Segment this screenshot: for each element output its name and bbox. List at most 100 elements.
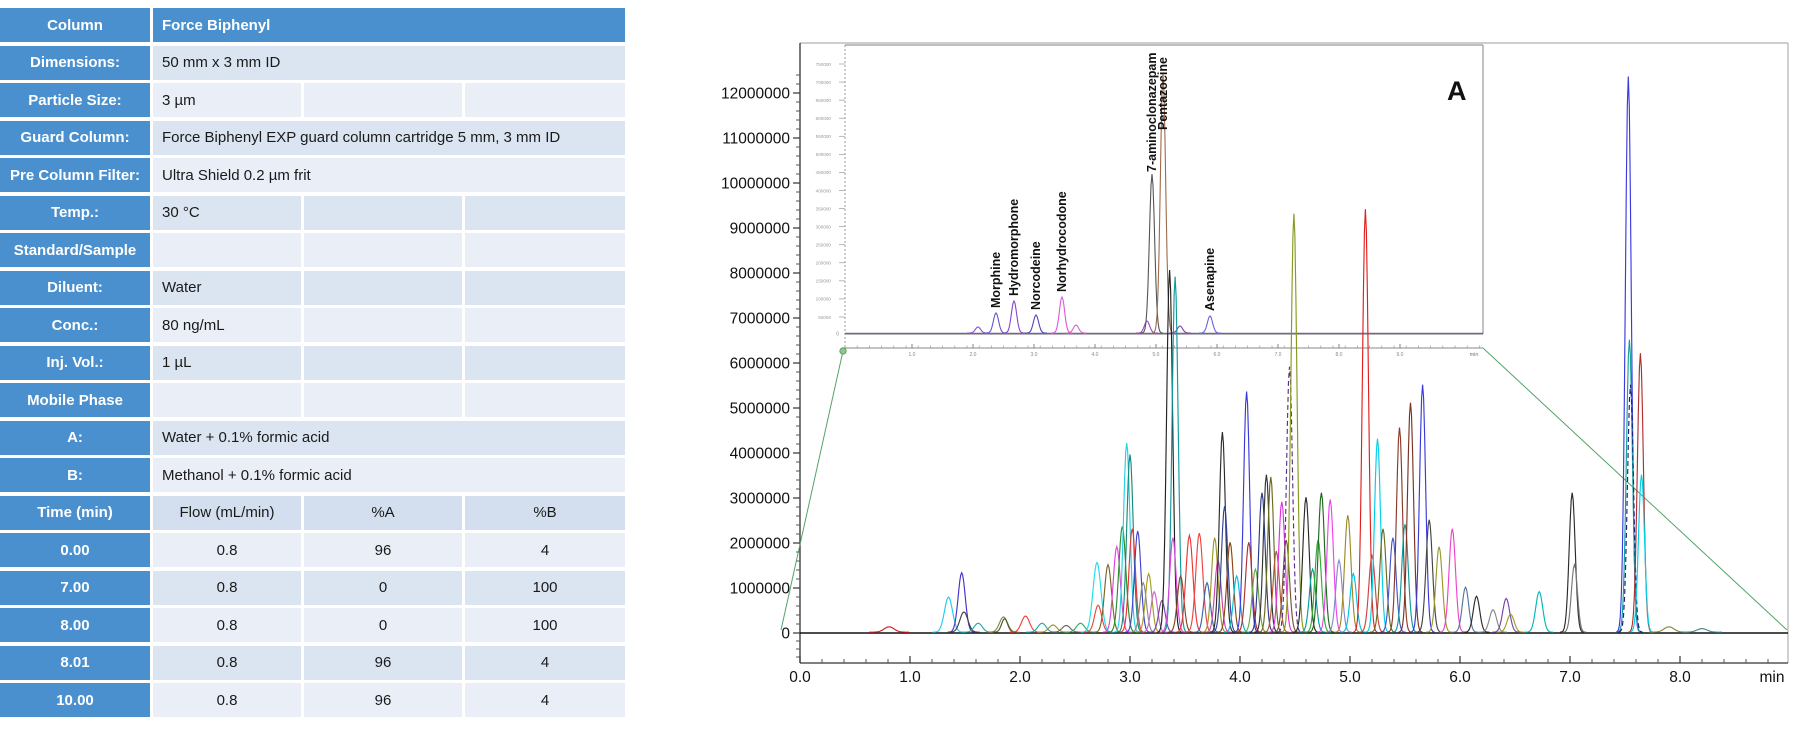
row-label: Guard Column: [0, 120, 150, 155]
table-row: Time (min) Flow (mL/min) %A %B [0, 495, 625, 530]
svg-text:6.0: 6.0 [1214, 352, 1221, 358]
svg-text:750000: 750000 [816, 62, 832, 67]
row-label: Column [0, 8, 150, 42]
row-label: Dimensions: [0, 45, 150, 80]
svg-text:0.0: 0.0 [789, 669, 811, 686]
svg-text:9000000: 9000000 [730, 221, 791, 238]
method-parameters-table: Column Force Biphenyl Dimensions: 50 mm x 3… [0, 0, 625, 730]
peak-label-norhydrocodone: Norhydrocodone [1055, 191, 1069, 292]
main-axes: 0100000020000003000000400000050000006000… [721, 42, 1789, 686]
row-label: B: [0, 458, 150, 492]
row-value-empty [465, 233, 625, 267]
chromatogram-panel: 0 1000000 2000000 3000000 4000000 5000000 6000… [625, 0, 1800, 730]
row-value: Force Biphenyl EXP guard column cartridg… [153, 120, 625, 155]
svg-text:0: 0 [836, 332, 839, 338]
svg-text:min: min [1470, 352, 1479, 358]
svg-text:100000: 100000 [816, 297, 832, 302]
svg-text:7.0: 7.0 [1559, 669, 1581, 686]
gradient-time: 8.01 [0, 645, 150, 680]
table-row: Standard/Sample [0, 233, 625, 267]
peak-label-7-aminoclonazepam: 7-aminoclonazepam [1145, 53, 1159, 172]
table-row: 7.00 0.8 0 100 [0, 570, 625, 605]
table-row: A: Water + 0.1% formic acid [0, 420, 625, 455]
svg-text:5.0: 5.0 [1339, 669, 1361, 686]
peak-label-asenapine: Asenapine [1203, 248, 1217, 311]
gradient-pct-a: 96 [304, 533, 462, 567]
gradient-time: 7.00 [0, 570, 150, 605]
row-value: Water + 0.1% formic acid [153, 420, 625, 455]
row-label: Conc.: [0, 308, 150, 342]
row-value: Methanol + 0.1% formic acid [153, 458, 625, 492]
row-value-empty [304, 270, 462, 305]
row-value-empty [465, 195, 625, 230]
gradient-time: 0.00 [0, 533, 150, 567]
svg-text:9.0: 9.0 [1397, 352, 1404, 358]
svg-text:6.0: 6.0 [1449, 669, 1471, 686]
row-value-empty [304, 233, 462, 267]
svg-text:2.0: 2.0 [1009, 669, 1031, 686]
table-row: B: Methanol + 0.1% formic acid [0, 458, 625, 492]
table-row: 10.00 0.8 96 4 [0, 683, 625, 717]
svg-text:6000000: 6000000 [730, 356, 791, 373]
table-row: Temp.: 30 °C [0, 195, 625, 230]
row-value: Force Biphenyl [153, 8, 625, 42]
table-row: Diluent: Water [0, 270, 625, 305]
gradient-time: 8.00 [0, 608, 150, 642]
svg-text:4000000: 4000000 [730, 446, 791, 463]
svg-text:450000: 450000 [816, 170, 832, 175]
svg-text:350000: 350000 [816, 206, 832, 211]
svg-text:1.0: 1.0 [899, 669, 921, 686]
svg-text:5.0: 5.0 [1153, 352, 1160, 358]
table-row: Inj. Vol.: 1 µL [0, 345, 625, 380]
table-row: Column Force Biphenyl [0, 8, 625, 42]
svg-text:300000: 300000 [816, 224, 832, 229]
svg-text:min: min [1760, 669, 1785, 686]
gradient-flow: 0.8 [153, 570, 301, 605]
row-value [153, 383, 301, 417]
svg-text:250000: 250000 [816, 243, 832, 248]
svg-text:2000000: 2000000 [730, 536, 791, 553]
gradient-pct-a: 0 [304, 608, 462, 642]
chromatogram-chart: 0100000020000003000000400000050000006000… [721, 42, 1789, 686]
gradient-pct-b: 100 [465, 570, 625, 605]
chromatogram-traces [800, 76, 1788, 634]
svg-text:3.0: 3.0 [1119, 669, 1141, 686]
table-row: Pre Column Filter: Ultra Shield 0.2 µm fr… [0, 158, 625, 192]
row-value-empty [465, 383, 625, 417]
svg-text:12000000: 12000000 [721, 86, 790, 103]
row-value: 80 ng/mL [153, 308, 301, 342]
row-value-empty [465, 270, 625, 305]
svg-text:3.0: 3.0 [1031, 352, 1038, 358]
table-row: 8.00 0.8 0 100 [0, 608, 625, 642]
table-row: Mobile Phase [0, 383, 625, 417]
row-label: Diluent: [0, 270, 150, 305]
table-row: Conc.: 80 ng/mL [0, 308, 625, 342]
svg-text:7.0: 7.0 [1275, 352, 1282, 358]
table-row: Particle Size: 3 µm [0, 83, 625, 117]
svg-text:400000: 400000 [816, 188, 832, 193]
gradient-header-a: %A [304, 495, 462, 530]
svg-text:11000000: 11000000 [722, 131, 790, 148]
gradient-header-flow: Flow (mL/min) [153, 495, 301, 530]
svg-text:500000: 500000 [816, 152, 832, 157]
gradient-pct-a: 96 [304, 645, 462, 680]
row-value-empty [304, 195, 462, 230]
svg-text:1.0: 1.0 [909, 352, 916, 358]
gradient-flow: 0.8 [153, 645, 301, 680]
table-row: Dimensions: 50 mm x 3 mm ID [0, 45, 625, 80]
row-value-empty [304, 383, 462, 417]
gradient-pct-a: 0 [304, 570, 462, 605]
zoom-callout-lines [780, 347, 1788, 631]
row-value-empty [304, 308, 462, 342]
svg-text:650000: 650000 [816, 98, 832, 103]
svg-text:550000: 550000 [816, 134, 832, 139]
row-value-empty [465, 345, 625, 380]
svg-text:150000: 150000 [816, 279, 832, 284]
svg-text:700000: 700000 [816, 80, 832, 85]
row-value: 3 µm [153, 83, 301, 117]
svg-text:200000: 200000 [816, 261, 832, 266]
gradient-flow: 0.8 [153, 683, 301, 717]
peak-label-pentazocine: Pentazocine [1156, 57, 1170, 130]
gradient-time: 10.00 [0, 683, 150, 717]
svg-text:8000000: 8000000 [730, 266, 791, 283]
